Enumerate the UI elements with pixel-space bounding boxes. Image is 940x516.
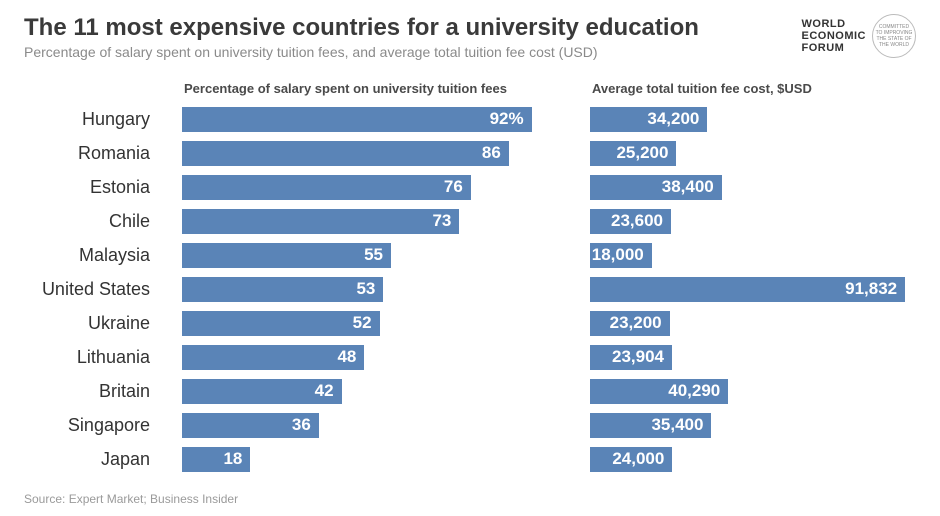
- fee-bar: 38,400: [590, 175, 722, 200]
- bar-row: 23,600: [590, 204, 916, 238]
- bar-row: 55: [182, 238, 562, 272]
- pct-bar: 18: [182, 447, 250, 472]
- wef-logo: WORLD ECONOMIC FORUM COMMITTED TO IMPROV…: [802, 14, 917, 58]
- pct-bar: 42: [182, 379, 342, 404]
- fee-bar: 34,200: [590, 107, 707, 132]
- country-label: Singapore: [24, 408, 154, 442]
- right-chart: Average total tuition fee cost, $USD 34,…: [590, 74, 916, 476]
- bar-row: 18: [182, 442, 562, 476]
- fee-bar: 91,832: [590, 277, 905, 302]
- bar-row: 24,000: [590, 442, 916, 476]
- logo-line: WORLD: [802, 18, 867, 30]
- bar-row: 35,400: [590, 408, 916, 442]
- y-axis-labels: HungaryRomaniaEstoniaChileMalaysiaUnited…: [24, 74, 154, 476]
- left-bars: 92% 86 76 73 55 53 52 48 42 36 18: [182, 102, 562, 476]
- bar-row: 48: [182, 340, 562, 374]
- pct-bar: 48: [182, 345, 364, 370]
- bar-row: 40,290: [590, 374, 916, 408]
- bar-row: 52: [182, 306, 562, 340]
- page-subtitle: Percentage of salary spent on university…: [24, 44, 786, 60]
- bar-row: 73: [182, 204, 562, 238]
- country-label: Estonia: [24, 170, 154, 204]
- header: The 11 most expensive countries for a un…: [0, 0, 940, 66]
- wef-badge-icon: COMMITTED TO IMPROVING THE STATE OF THE …: [872, 14, 916, 58]
- fee-bar: 35,400: [590, 413, 711, 438]
- bar-row: 91,832: [590, 272, 916, 306]
- bar-row: 92%: [182, 102, 562, 136]
- bar-row: 38,400: [590, 170, 916, 204]
- pct-bar: 73: [182, 209, 459, 234]
- country-label: Romania: [24, 136, 154, 170]
- fee-bar: 25,200: [590, 141, 676, 166]
- country-label: Malaysia: [24, 238, 154, 272]
- logo-line: FORUM: [802, 42, 867, 54]
- wef-logo-text: WORLD ECONOMIC FORUM: [802, 18, 867, 54]
- country-label: Britain: [24, 374, 154, 408]
- logo-line: ECONOMIC: [802, 30, 867, 42]
- right-chart-title: Average total tuition fee cost, $USD: [590, 74, 916, 102]
- pct-bar: 86: [182, 141, 509, 166]
- country-label: Chile: [24, 204, 154, 238]
- bar-row: 34,200: [590, 102, 916, 136]
- country-label: Lithuania: [24, 340, 154, 374]
- fee-bar: 23,200: [590, 311, 670, 336]
- bar-row: 36: [182, 408, 562, 442]
- bar-row: 23,200: [590, 306, 916, 340]
- left-chart-title: Percentage of salary spent on university…: [182, 74, 562, 102]
- charts-area: HungaryRomaniaEstoniaChileMalaysiaUnited…: [0, 66, 940, 476]
- pct-bar: 76: [182, 175, 471, 200]
- header-text: The 11 most expensive countries for a un…: [24, 14, 786, 60]
- country-label: Ukraine: [24, 306, 154, 340]
- pct-bar: 52: [182, 311, 380, 336]
- fee-bar: 40,290: [590, 379, 728, 404]
- fee-bar: 23,600: [590, 209, 671, 234]
- bar-row: 42: [182, 374, 562, 408]
- source-attribution: Source: Expert Market; Business Insider: [24, 492, 238, 506]
- country-label: Hungary: [24, 102, 154, 136]
- pct-bar: 36: [182, 413, 319, 438]
- bar-row: 53: [182, 272, 562, 306]
- pct-bar: 53: [182, 277, 383, 302]
- page-title: The 11 most expensive countries for a un…: [24, 14, 786, 42]
- country-label: Japan: [24, 442, 154, 476]
- pct-bar: 55: [182, 243, 391, 268]
- bar-row: 25,200: [590, 136, 916, 170]
- bar-row: 76: [182, 170, 562, 204]
- fee-bar: 18,000: [590, 243, 652, 268]
- pct-bar: 92%: [182, 107, 532, 132]
- fee-bar: 23,904: [590, 345, 672, 370]
- country-label: United States: [24, 272, 154, 306]
- bar-row: 86: [182, 136, 562, 170]
- bar-row: 23,904: [590, 340, 916, 374]
- left-chart: Percentage of salary spent on university…: [182, 74, 562, 476]
- right-bars: 34,200 25,200 38,400 23,600 18,000 91,832 23,2…: [590, 102, 916, 476]
- fee-bar: 24,000: [590, 447, 672, 472]
- bar-row: 18,000: [590, 238, 916, 272]
